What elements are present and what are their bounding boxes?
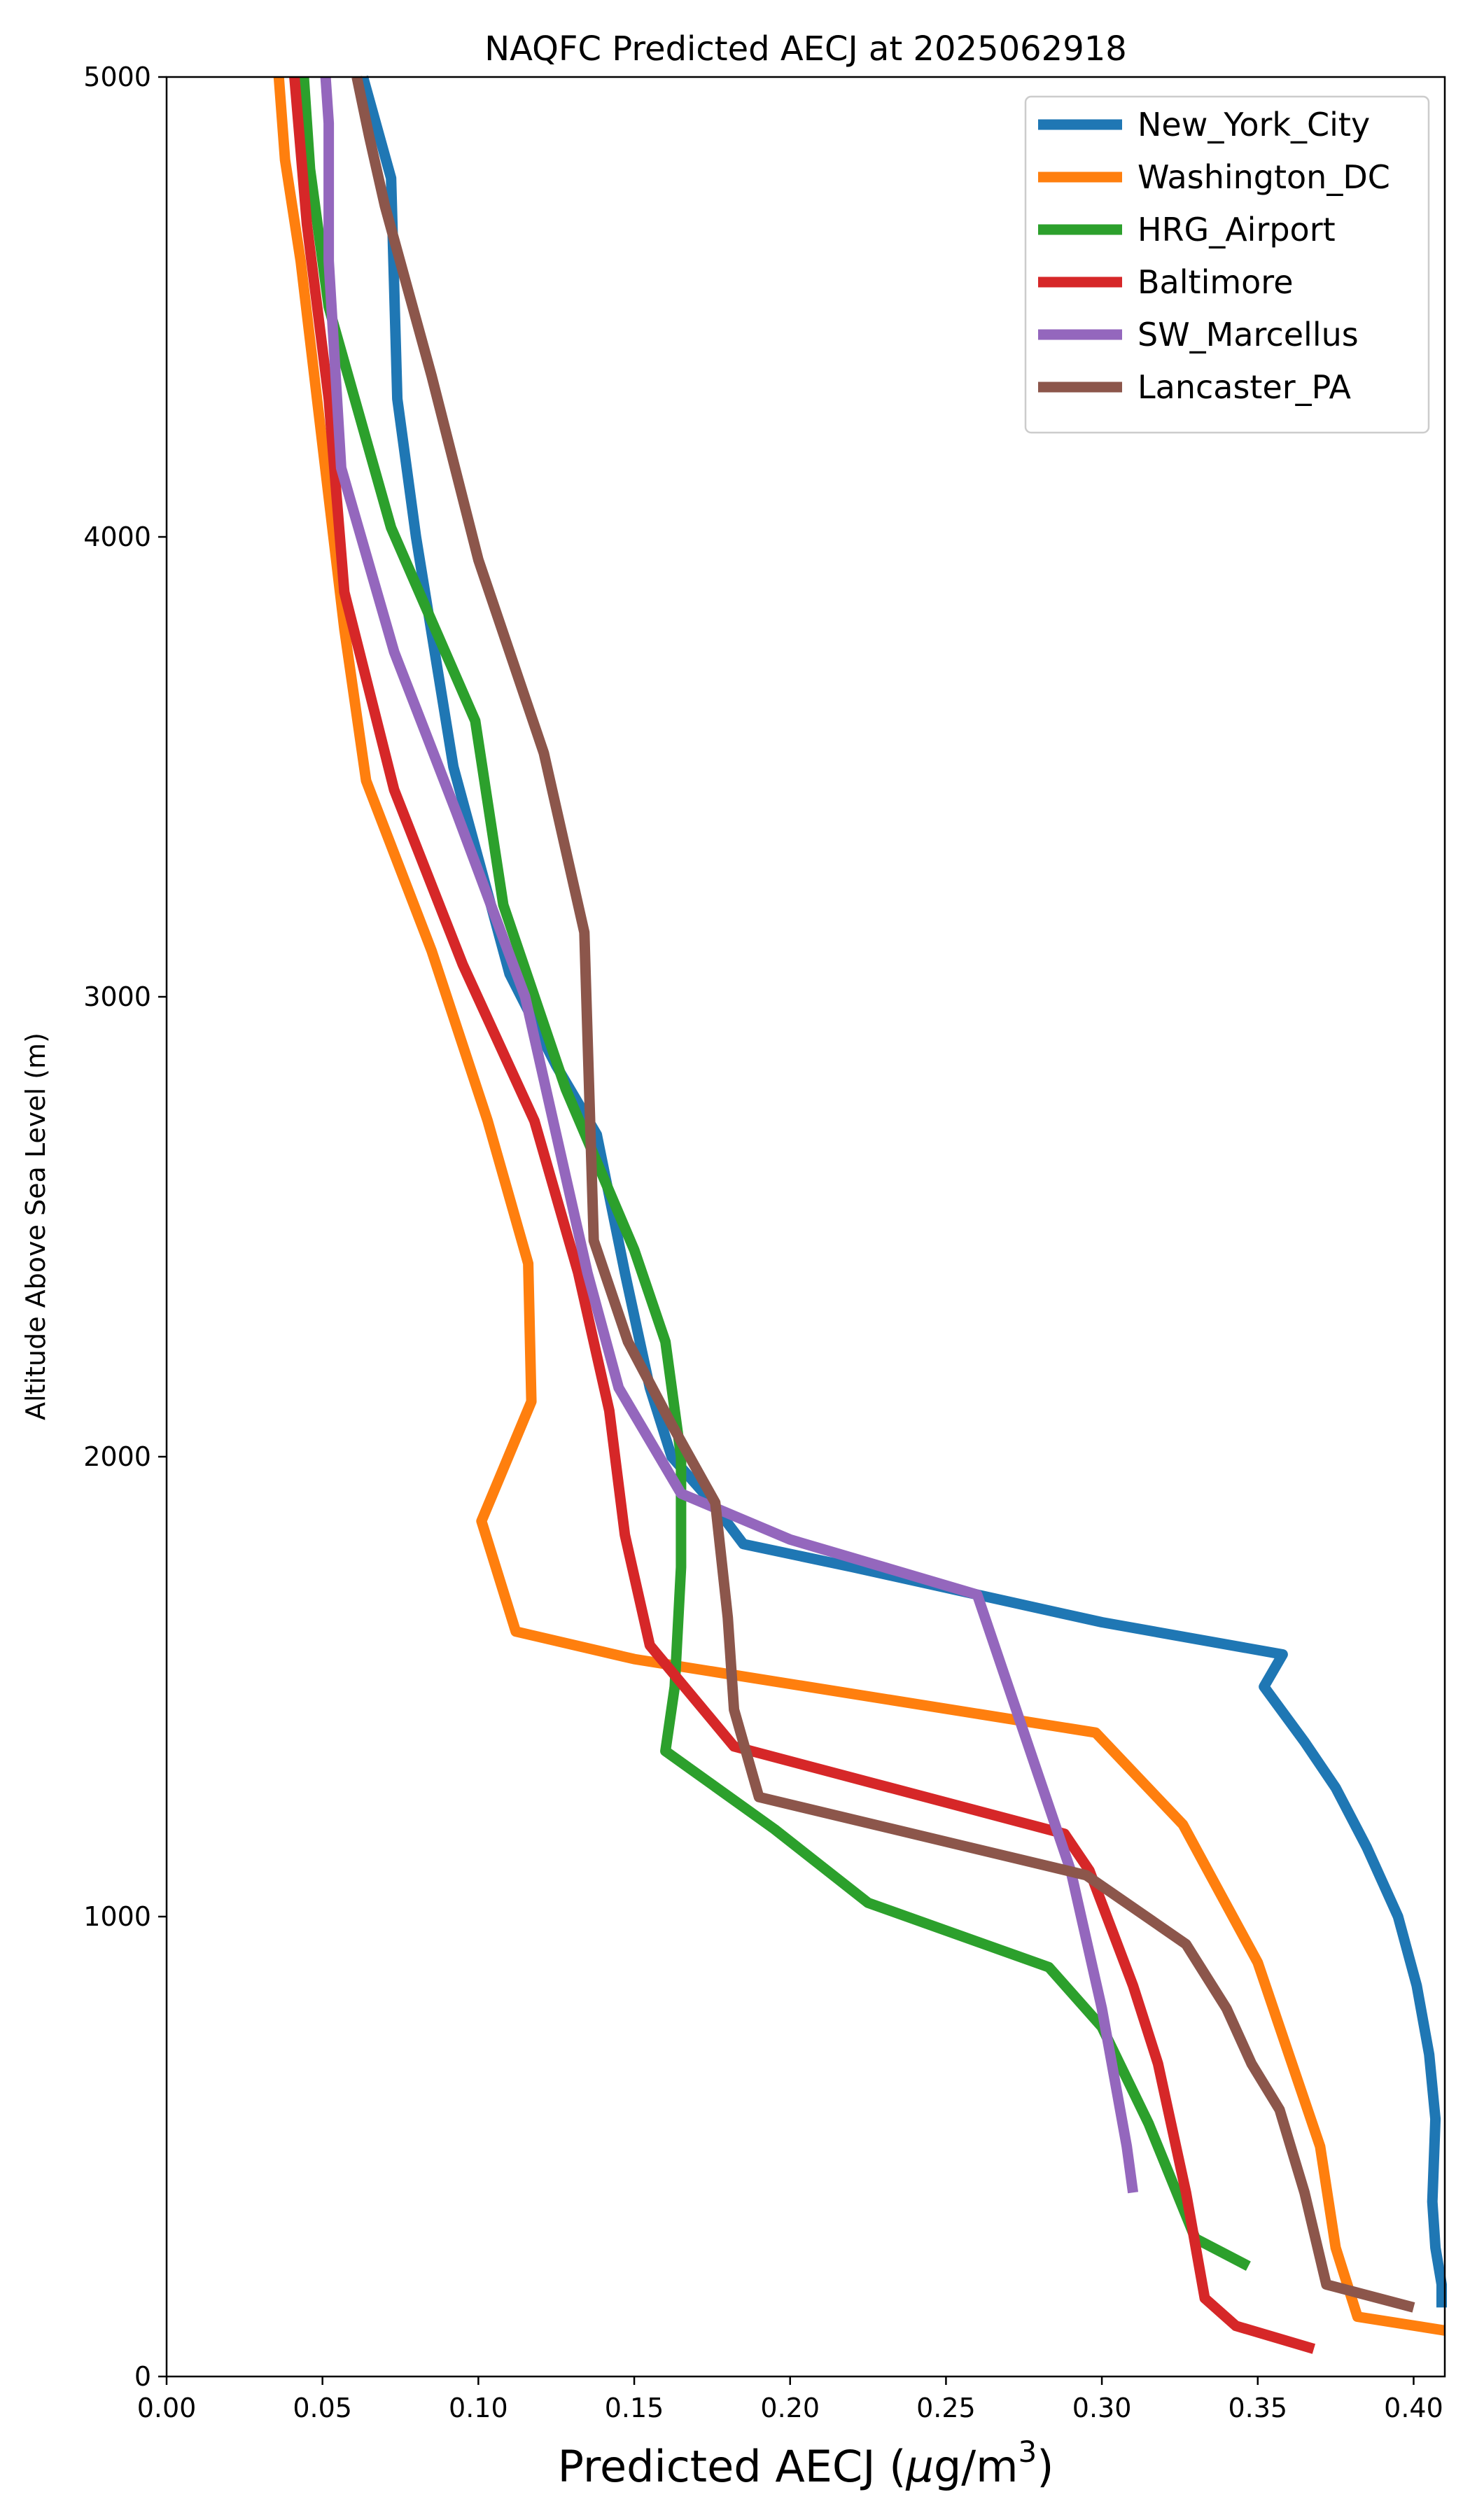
y-axis-label: Altitude Above Sea Level (m) (20, 1032, 51, 1420)
series-layer (273, 75, 1447, 2354)
legend-label: New_York_City (1138, 106, 1370, 144)
x-axis-label-unit: g/m (934, 2441, 1018, 2492)
legend: New_York_City Washington_DC HRG_Airport Bal… (1024, 95, 1430, 434)
legend-box (1024, 95, 1430, 434)
x-tick-label: 0.25 (916, 2393, 976, 2423)
chart-title: NAQFC Predicted AECJ at 2025062918 (484, 29, 1127, 69)
x-tick-label: 0.10 (449, 2393, 508, 2423)
legend-label: SW_Marcellus (1138, 316, 1359, 354)
legend-label: Lancaster_PA (1138, 368, 1351, 406)
x-tick-label: 0.05 (293, 2393, 352, 2423)
series-line-baltimore (289, 76, 1316, 2354)
x-axis-label-main: Predicted AECJ ( (558, 2441, 906, 2492)
x-tick-label: 0.20 (760, 2393, 820, 2423)
y-tick-label: 5000 (83, 62, 151, 92)
y-tick-label: 4000 (83, 522, 151, 552)
y-tick-label: 2000 (83, 1441, 151, 1472)
legend-label: Baltimore (1138, 263, 1294, 301)
x-axis-ticks: 0.00 0.05 0.10 0.15 0.20 0.25 0.30 0.35 0.40 (137, 2376, 1443, 2423)
x-tick-label: 0.35 (1228, 2393, 1287, 2423)
series-line-washington-dc (273, 76, 1446, 2336)
y-tick-label: 1000 (83, 1901, 151, 1932)
y-axis-ticks: 0 1000 2000 3000 4000 5000 (83, 62, 167, 2392)
x-axis-label-close: ) (1037, 2441, 1054, 2492)
x-tick-label: 0.00 (137, 2393, 197, 2423)
series-line-hrg-airport (298, 76, 1251, 2271)
legend-label: Washington_DC (1138, 158, 1390, 196)
x-tick-label: 0.40 (1384, 2393, 1443, 2423)
x-axis-label-superscript: 3 (1018, 2435, 1037, 2469)
y-tick-label: 3000 (83, 981, 151, 1012)
y-tick-label: 0 (134, 2361, 151, 2392)
x-tick-label: 0.15 (605, 2393, 664, 2423)
x-axis-label-mu: μ (905, 2441, 933, 2492)
x-axis-label: Predicted AECJ (μg/m3) (558, 2435, 1054, 2492)
plot-frame (165, 76, 1446, 2378)
legend-label: HRG_Airport (1138, 211, 1336, 248)
series-line-lancaster-pa (351, 76, 1415, 2313)
x-tick-label: 0.30 (1072, 2393, 1132, 2423)
